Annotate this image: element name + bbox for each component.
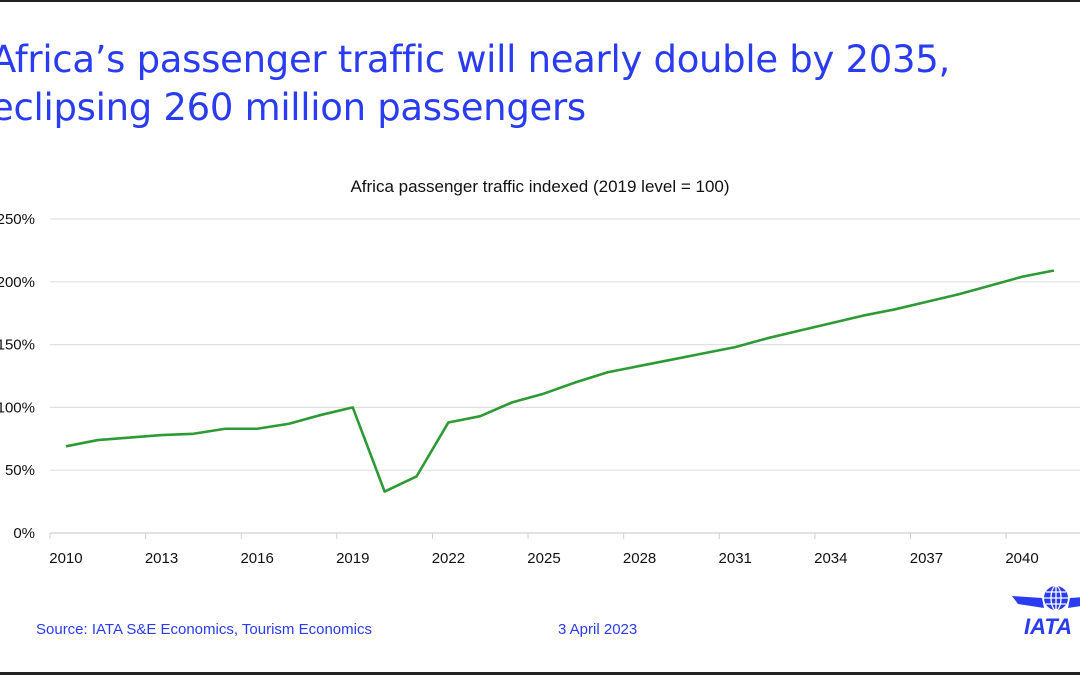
slide-title: Africa’s passenger traffic will nearly d… xyxy=(0,36,950,132)
iata-logo-text: IATA xyxy=(1024,614,1072,638)
x-tick-label: 2013 xyxy=(145,550,178,567)
x-tick-label: 2040 xyxy=(1005,550,1038,567)
x-tick-label: 2022 xyxy=(432,550,465,567)
x-tick-label: 2025 xyxy=(527,550,560,567)
x-tick-label: 2037 xyxy=(910,550,943,567)
y-tick-label: 0% xyxy=(13,525,35,542)
x-tick-label: 2019 xyxy=(336,550,369,567)
y-tick-label: 100% xyxy=(0,399,35,416)
x-tick-label: 2028 xyxy=(623,550,656,567)
x-tick-label: 2016 xyxy=(240,550,273,567)
title-line-2: eclipsing 260 million passengers xyxy=(0,86,586,129)
y-tick-label: 50% xyxy=(5,462,35,479)
source-note: Source: IATA S&E Economics, Tourism Econ… xyxy=(36,621,372,638)
y-tick-label: 150% xyxy=(0,337,35,354)
x-tick-label: 2031 xyxy=(719,550,752,567)
y-tick-label: 200% xyxy=(0,274,35,291)
chart-title: Africa passenger traffic indexed (2019 l… xyxy=(350,177,730,196)
title-line-1: Africa’s passenger traffic will nearly d… xyxy=(0,38,950,81)
y-tick-label: 250% xyxy=(0,211,35,228)
x-tick-label: 2010 xyxy=(49,550,82,567)
iata-logo: IATA xyxy=(1012,585,1080,638)
date-note: 3 April 2023 xyxy=(558,621,638,638)
x-tick-label: 2034 xyxy=(814,550,847,567)
series-line xyxy=(65,269,1055,493)
